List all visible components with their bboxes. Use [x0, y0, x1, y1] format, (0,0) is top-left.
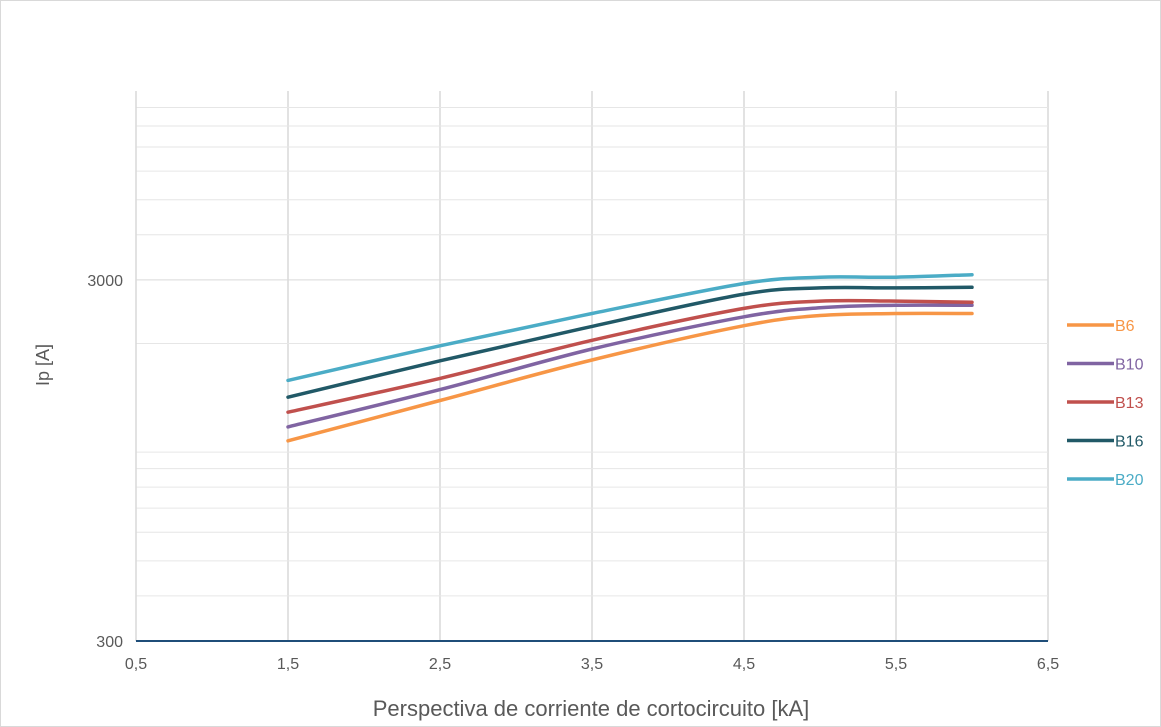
- legend-label-b16: B16: [1115, 434, 1144, 451]
- y-axis-title: Ip [A]: [33, 344, 53, 386]
- legend-label-b10: B10: [1115, 357, 1144, 374]
- series-line-b20: [286, 272, 974, 383]
- x-axis-title: Perspectiva de corriente de cortocircuit…: [373, 696, 810, 721]
- x-tick-label: 5,5: [885, 656, 907, 673]
- series-line-b6: [286, 311, 974, 443]
- legend-label-b20: B20: [1115, 472, 1144, 489]
- legend-label-b13: B13: [1115, 395, 1144, 412]
- x-tick-label: 6,5: [1037, 656, 1059, 673]
- x-tick-label: 2,5: [429, 656, 451, 673]
- series-line-b10: [286, 303, 974, 429]
- y-tick-label: 3000: [87, 273, 123, 290]
- series-line-b13: [286, 298, 974, 414]
- legend-label-b6: B6: [1115, 318, 1135, 335]
- series-line-b16: [286, 285, 974, 399]
- x-tick-label: 3,5: [581, 656, 603, 673]
- x-tick-label: 1,5: [277, 656, 299, 673]
- x-tick-label: 0,5: [125, 656, 147, 673]
- series-lines: [286, 272, 974, 443]
- legend: B6 B10 B13 B16 B20: [1067, 318, 1144, 489]
- axes: [135, 91, 1048, 642]
- y-tick-label: 300: [96, 634, 123, 651]
- tick-labels: 0,5 1,5 2,5 3,5 4,5 5,5 6,5 300 3000: [87, 273, 1059, 673]
- grid-lines: [136, 91, 1049, 641]
- x-tick-label: 4,5: [733, 656, 755, 673]
